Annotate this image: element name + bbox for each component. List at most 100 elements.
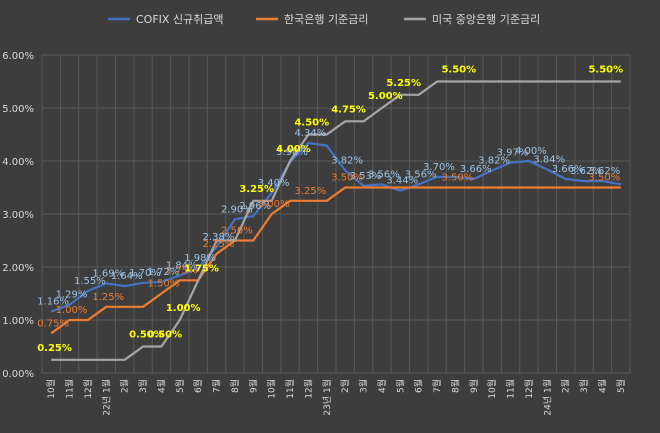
data-label: 4.75% xyxy=(331,104,366,115)
x-tick-label: 6월 xyxy=(192,379,204,393)
x-tick-label: 4월 xyxy=(155,379,167,393)
data-label: 3.66% xyxy=(552,164,584,175)
data-label: 3.00% xyxy=(258,199,290,210)
x-tick-label: 10월 xyxy=(266,379,278,399)
x-tick-label: 2월 xyxy=(339,379,351,393)
data-label: 5.00% xyxy=(368,91,403,102)
x-tick-label: 2월 xyxy=(119,379,131,393)
data-label: 1.16% xyxy=(37,297,69,308)
data-label: 1.75% xyxy=(184,263,219,274)
x-tick-label: 5월 xyxy=(394,379,406,393)
series-line-3 xyxy=(51,80,621,361)
y-tick-label: 4.00% xyxy=(2,157,34,168)
data-label: 4.00% xyxy=(276,144,311,155)
data-label: 4.34% xyxy=(294,128,326,139)
data-label: 0.25% xyxy=(37,343,72,354)
data-label: 2.38% xyxy=(203,232,235,243)
data-label: 3.25% xyxy=(294,186,326,197)
x-tick-label: 23년 1월 xyxy=(321,379,333,416)
x-tick-label: 7월 xyxy=(431,379,443,393)
y-tick-label: 5.00% xyxy=(2,104,34,115)
x-tick-label: 10월 xyxy=(45,379,57,399)
x-tick-label: 4월 xyxy=(596,379,608,393)
data-label: 1.70% xyxy=(129,268,161,279)
data-label: 1.25% xyxy=(92,292,124,303)
x-tick-label: 12월 xyxy=(523,379,535,399)
data-label: 2.50% xyxy=(221,226,253,237)
x-tick-label: 11월 xyxy=(505,379,517,399)
y-tick-label: 6.00% xyxy=(2,51,34,62)
data-label: 0.75% xyxy=(37,318,69,329)
legend-label: COFIX 신규취급액 xyxy=(136,13,224,26)
x-tick-label: 5월 xyxy=(615,379,627,393)
data-label: 5.50% xyxy=(441,65,476,76)
data-label: 1.69% xyxy=(92,268,124,279)
data-label: 1.84% xyxy=(166,260,198,271)
data-label: 2.96% xyxy=(239,201,271,212)
y-tick-label: 3.00% xyxy=(2,210,34,221)
x-tick-label: 4월 xyxy=(376,379,388,393)
x-tick-label: 6월 xyxy=(413,379,425,393)
x-tick-label: 24년 1월 xyxy=(541,379,553,416)
data-label: 4.50% xyxy=(294,118,329,129)
data-label: 3.70% xyxy=(423,162,455,173)
data-label: 1.55% xyxy=(74,276,106,287)
x-tick-label: 11월 xyxy=(64,379,76,399)
legend-label: 한국은행 기준금리 xyxy=(284,13,368,26)
x-tick-label: 9월 xyxy=(468,379,480,393)
data-label: 1.64% xyxy=(111,271,143,282)
data-label: 3.50% xyxy=(441,173,473,184)
data-label: 1.72% xyxy=(147,267,179,278)
data-label: 3.82% xyxy=(478,156,510,167)
x-tick-label: 3월 xyxy=(358,379,370,393)
data-label: 3.62% xyxy=(570,166,602,177)
x-tick-label: 22년 1월 xyxy=(100,379,112,416)
data-label: 5.50% xyxy=(588,65,623,76)
data-label: 4.00% xyxy=(515,146,547,157)
data-label: 3.84% xyxy=(533,154,565,165)
x-tick-label: 8월 xyxy=(449,379,461,393)
data-label: 3.62% xyxy=(588,166,620,177)
x-tick-label: 5월 xyxy=(174,379,186,393)
x-tick-label: 7월 xyxy=(211,379,223,393)
data-label: 3.98% xyxy=(276,147,308,158)
x-tick-label: 8월 xyxy=(229,379,241,393)
data-label: 3.97% xyxy=(497,148,529,159)
data-label: 3.82% xyxy=(331,156,363,167)
y-tick-label: 2.00% xyxy=(2,263,34,274)
data-label: 3.50% xyxy=(588,173,620,184)
data-label: 3.25% xyxy=(239,184,274,195)
x-tick-label: 12월 xyxy=(82,379,94,399)
data-label: 3.40% xyxy=(258,178,290,189)
data-label: 5.25% xyxy=(386,78,421,89)
x-tick-label: 3월 xyxy=(578,379,590,393)
data-label: 2.90% xyxy=(221,204,253,215)
data-label: 1.50% xyxy=(147,279,179,290)
series-line-2 xyxy=(50,186,621,335)
y-tick-label: 0.00% xyxy=(2,369,34,380)
series-line-1 xyxy=(50,141,621,313)
x-tick-label: 2월 xyxy=(560,379,572,393)
x-tick-label: 12월 xyxy=(302,379,314,399)
data-label: 1.98% xyxy=(184,253,216,264)
data-label: 3.44% xyxy=(386,176,418,187)
x-tick-label: 9월 xyxy=(247,379,259,393)
data-label: 2.25% xyxy=(203,239,235,250)
data-label: 1.75% xyxy=(166,265,198,276)
legend-label: 미국 중앙은행 기준금리 xyxy=(432,13,540,26)
y-tick-label: 1.00% xyxy=(2,316,34,327)
x-tick-label: 3월 xyxy=(137,379,149,393)
data-label: 1.00% xyxy=(56,305,88,316)
x-tick-label: 11월 xyxy=(284,379,296,399)
data-label: 0.50% xyxy=(129,330,164,341)
data-label: 3.53% xyxy=(350,171,382,182)
data-label: 3.56% xyxy=(405,169,437,180)
data-label: 3.66% xyxy=(460,164,492,175)
data-label: 1.29% xyxy=(56,290,88,301)
data-label: 3.56% xyxy=(368,169,400,180)
data-label: 0.50% xyxy=(147,330,182,341)
x-tick-label: 10월 xyxy=(486,379,498,399)
data-label: 3.50% xyxy=(331,173,363,184)
